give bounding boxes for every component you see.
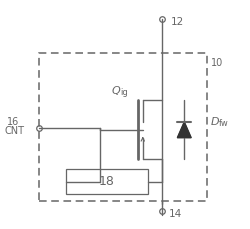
Text: 14: 14 bbox=[168, 209, 182, 219]
Bar bbox=[39, 53, 207, 201]
Text: 18: 18 bbox=[99, 175, 115, 188]
Text: 12: 12 bbox=[170, 17, 184, 27]
Bar bbox=[66, 169, 148, 194]
Text: CNT: CNT bbox=[4, 126, 24, 136]
Text: D: D bbox=[211, 117, 220, 127]
Text: ig: ig bbox=[120, 88, 128, 97]
Text: 10: 10 bbox=[211, 58, 223, 68]
Polygon shape bbox=[177, 122, 191, 138]
Text: Q: Q bbox=[111, 86, 120, 96]
Text: 16: 16 bbox=[6, 117, 19, 127]
Text: fw: fw bbox=[219, 119, 228, 128]
